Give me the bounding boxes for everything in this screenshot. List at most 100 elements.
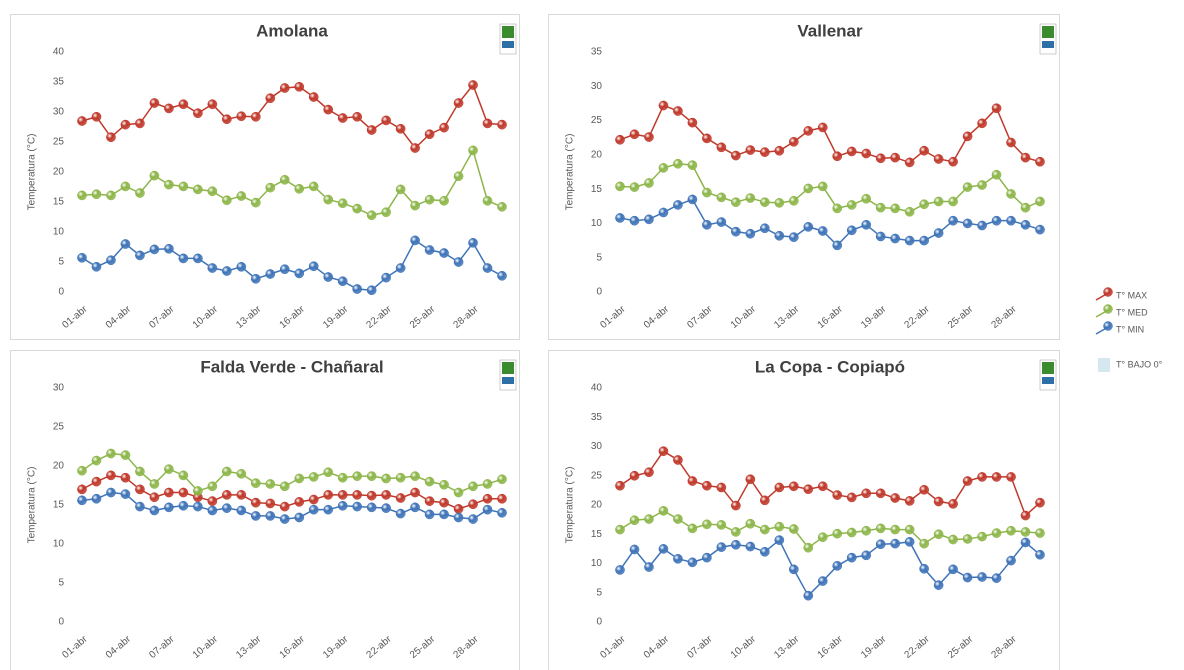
x-tick-label: 25-abr bbox=[946, 303, 976, 330]
data-point bbox=[731, 150, 741, 161]
data-point bbox=[716, 217, 727, 227]
data-point bbox=[410, 143, 420, 153]
data-point bbox=[410, 235, 420, 246]
data-point bbox=[759, 223, 770, 234]
data-point bbox=[962, 476, 973, 486]
data-point bbox=[615, 480, 625, 491]
data-point bbox=[716, 482, 727, 493]
data-point bbox=[788, 524, 799, 534]
data-point bbox=[207, 263, 218, 273]
data-point bbox=[904, 157, 915, 168]
data-point bbox=[803, 484, 814, 495]
data-point bbox=[759, 524, 770, 535]
data-point bbox=[106, 487, 116, 498]
data-point bbox=[294, 512, 305, 523]
y-tick-label: 15 bbox=[53, 500, 65, 511]
y-tick-label: 25 bbox=[53, 137, 65, 148]
data-point bbox=[817, 481, 828, 492]
data-point bbox=[948, 215, 958, 226]
data-point bbox=[323, 194, 334, 205]
y-tick-label: 30 bbox=[591, 441, 603, 452]
y-tick-label: 15 bbox=[591, 184, 603, 195]
data-point bbox=[861, 193, 872, 204]
x-tick-label: 07-abr bbox=[147, 633, 177, 660]
legend-marker bbox=[1103, 304, 1113, 314]
data-point bbox=[991, 215, 1002, 226]
data-point bbox=[323, 272, 334, 282]
data-point bbox=[106, 255, 116, 266]
data-point bbox=[702, 480, 712, 491]
data-point bbox=[832, 560, 843, 571]
data-point bbox=[410, 502, 420, 513]
data-point bbox=[977, 118, 987, 129]
data-point bbox=[207, 505, 218, 516]
data-point bbox=[236, 490, 247, 500]
data-point bbox=[788, 136, 799, 147]
x-tick-label: 19-abr bbox=[321, 303, 351, 330]
data-point bbox=[178, 181, 189, 192]
data-point bbox=[178, 500, 189, 511]
data-point bbox=[716, 520, 727, 530]
data-point bbox=[453, 504, 464, 514]
data-point bbox=[673, 553, 683, 564]
data-point bbox=[658, 446, 669, 457]
data-point bbox=[948, 564, 958, 575]
y-tick-label: 35 bbox=[591, 47, 603, 58]
data-point bbox=[977, 220, 987, 231]
y-tick-label: 25 bbox=[591, 470, 603, 481]
data-point bbox=[745, 228, 756, 239]
data-point bbox=[846, 200, 857, 210]
data-point bbox=[644, 132, 654, 142]
data-point bbox=[948, 156, 958, 167]
data-point bbox=[745, 145, 756, 155]
data-point bbox=[962, 182, 973, 192]
legend-label: T° MAX bbox=[1116, 290, 1147, 300]
data-point bbox=[279, 501, 290, 512]
data-point bbox=[482, 504, 493, 515]
data-point bbox=[615, 213, 625, 223]
y-tick-label: 20 bbox=[53, 461, 65, 472]
x-tick-label: 01-abr bbox=[598, 303, 628, 330]
legend-swatch bbox=[1098, 358, 1110, 372]
data-point bbox=[236, 191, 247, 201]
data-point bbox=[875, 539, 886, 550]
data-point bbox=[120, 450, 131, 460]
data-point bbox=[890, 524, 901, 535]
data-point bbox=[687, 117, 698, 128]
x-tick-label: 16-abr bbox=[278, 303, 308, 330]
data-point bbox=[803, 590, 814, 601]
chart-title: Vallenar bbox=[797, 21, 863, 40]
data-point bbox=[861, 550, 872, 561]
data-point bbox=[687, 523, 698, 534]
data-point bbox=[832, 528, 843, 539]
data-point bbox=[745, 193, 756, 203]
series-line bbox=[81, 239, 503, 291]
data-point bbox=[366, 490, 377, 501]
data-point bbox=[629, 182, 640, 192]
data-point bbox=[962, 572, 973, 583]
panel-border bbox=[10, 350, 520, 670]
data-point bbox=[77, 465, 87, 476]
data-point bbox=[497, 201, 507, 212]
data-point bbox=[904, 496, 915, 506]
x-tick-label: 19-abr bbox=[859, 303, 889, 330]
data-point bbox=[919, 199, 929, 210]
data-point bbox=[1020, 202, 1031, 213]
data-point bbox=[164, 103, 174, 114]
data-point bbox=[673, 106, 683, 116]
data-point bbox=[817, 576, 828, 586]
data-point bbox=[135, 466, 145, 477]
data-point bbox=[904, 206, 915, 217]
data-point bbox=[236, 261, 247, 272]
data-point bbox=[352, 284, 363, 294]
series-line bbox=[619, 198, 1041, 247]
data-point bbox=[468, 514, 478, 524]
legend-marker bbox=[1103, 287, 1113, 297]
data-point bbox=[658, 506, 669, 516]
data-point bbox=[178, 487, 189, 498]
data-point bbox=[861, 488, 872, 499]
data-point bbox=[875, 488, 886, 499]
data-point bbox=[149, 505, 160, 516]
series-line bbox=[81, 474, 502, 510]
data-point bbox=[788, 195, 799, 206]
